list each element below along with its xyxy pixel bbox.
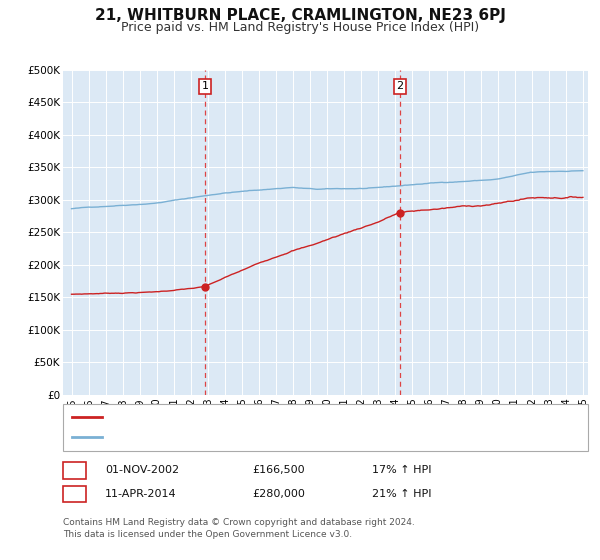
Text: £280,000: £280,000: [252, 489, 305, 499]
Text: 1: 1: [202, 81, 209, 91]
Text: Price paid vs. HM Land Registry's House Price Index (HPI): Price paid vs. HM Land Registry's House …: [121, 21, 479, 34]
Text: 2: 2: [397, 81, 404, 91]
Text: 21, WHITBURN PLACE, CRAMLINGTON, NE23 6PJ: 21, WHITBURN PLACE, CRAMLINGTON, NE23 6P…: [95, 8, 505, 24]
Text: 01-NOV-2002: 01-NOV-2002: [105, 465, 179, 475]
Text: 21% ↑ HPI: 21% ↑ HPI: [372, 489, 431, 499]
Text: Contains HM Land Registry data © Crown copyright and database right 2024.
This d: Contains HM Land Registry data © Crown c…: [63, 518, 415, 539]
Text: £166,500: £166,500: [252, 465, 305, 475]
Text: 1: 1: [71, 464, 78, 477]
Text: 11-APR-2014: 11-APR-2014: [105, 489, 176, 499]
Text: 21, WHITBURN PLACE, CRAMLINGTON, NE23 6PJ (detached house): 21, WHITBURN PLACE, CRAMLINGTON, NE23 6P…: [106, 412, 476, 422]
Text: 2: 2: [71, 487, 78, 501]
Text: HPI: Average price, detached house, Northumberland: HPI: Average price, detached house, Nort…: [106, 432, 404, 442]
Text: 17% ↑ HPI: 17% ↑ HPI: [372, 465, 431, 475]
